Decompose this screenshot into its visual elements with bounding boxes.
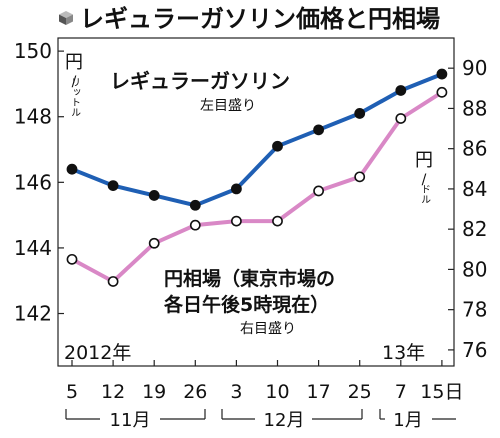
right-tick-label: 90 bbox=[462, 56, 487, 80]
x-tick-label: 19 bbox=[142, 381, 166, 403]
data-point bbox=[313, 185, 324, 197]
gasoline-series-label: レギュラーガソリン bbox=[110, 69, 290, 93]
left-axis: 142 144 146 148 150 bbox=[14, 39, 64, 326]
data-point bbox=[313, 124, 324, 136]
x-tick-label: 15日 bbox=[420, 381, 463, 403]
right-tick-label: 84 bbox=[462, 177, 487, 201]
left-axis-unit: 円 / リットル bbox=[65, 52, 83, 117]
data-point bbox=[148, 237, 160, 249]
left-tick-label: 150 bbox=[14, 39, 52, 63]
x-tick-label: 7 bbox=[395, 381, 407, 403]
data-point bbox=[189, 199, 201, 211]
right-axis-unit: 円 / ドル bbox=[415, 150, 433, 204]
x-tick-label: 26 bbox=[183, 381, 207, 403]
x-axis: 5 12 19 26 3 10 17 25 7 15日 bbox=[66, 360, 463, 403]
right-tick-label: 80 bbox=[462, 257, 487, 281]
data-point bbox=[354, 108, 366, 119]
x-tick-label: 12 bbox=[101, 381, 125, 403]
plot-frame bbox=[57, 37, 455, 367]
right-unit-yen: 円 bbox=[415, 150, 433, 171]
month-label-nov: 11月 bbox=[110, 410, 151, 431]
left-unit-slash: / bbox=[72, 74, 77, 90]
data-point bbox=[107, 276, 119, 287]
x-tick-label: 3 bbox=[230, 381, 242, 403]
right-tick-label: 82 bbox=[462, 217, 487, 241]
month-brackets bbox=[65, 409, 456, 420]
right-unit-dollar: ドル bbox=[419, 184, 431, 204]
right-tick-label: 86 bbox=[462, 137, 487, 161]
right-axis: 76 78 80 82 84 86 88 90 bbox=[448, 56, 487, 362]
left-tick-label: 144 bbox=[14, 236, 52, 260]
data-point bbox=[189, 219, 201, 231]
data-point bbox=[272, 140, 283, 152]
gasoline-series-points bbox=[66, 68, 448, 211]
yen-rate-series-points bbox=[66, 86, 448, 287]
data-point bbox=[66, 253, 78, 265]
right-tick-label: 88 bbox=[462, 96, 487, 120]
x-tick-label: 25 bbox=[348, 381, 372, 403]
data-point bbox=[230, 215, 242, 227]
data-point bbox=[354, 171, 366, 183]
data-point bbox=[436, 68, 448, 80]
data-point bbox=[395, 85, 407, 96]
yen-rate-series-label-line2: 各日午後5時現在） bbox=[163, 293, 329, 316]
right-unit-slash: / bbox=[422, 172, 427, 188]
data-point bbox=[66, 163, 78, 175]
chart-title: レギュラーガソリン価格と円相場 bbox=[80, 5, 440, 33]
data-point bbox=[395, 113, 407, 124]
yen-rate-label-bg bbox=[162, 258, 398, 324]
gasoline-series-line bbox=[71, 72, 443, 208]
data-point bbox=[272, 215, 283, 227]
left-tick-label: 148 bbox=[14, 105, 52, 129]
month-label-jan: 1月 bbox=[393, 410, 422, 431]
yen-rate-axis-note: 右目盛り bbox=[240, 321, 296, 337]
data-point bbox=[148, 190, 160, 201]
right-tick-label: 78 bbox=[462, 298, 487, 322]
right-tick-label: 76 bbox=[462, 338, 487, 362]
left-tick-label: 146 bbox=[14, 170, 52, 194]
month-label-dec: 12月 bbox=[264, 410, 305, 431]
year-label-13: 13年 bbox=[382, 342, 425, 364]
left-unit-liter: リットル bbox=[69, 77, 81, 117]
x-tick-label: 17 bbox=[307, 381, 331, 403]
data-point bbox=[436, 86, 448, 98]
left-tick-label: 142 bbox=[14, 302, 52, 326]
left-unit-yen: 円 bbox=[65, 52, 83, 73]
x-tick-label: 10 bbox=[265, 381, 289, 403]
cube-icon bbox=[59, 11, 73, 25]
gasoline-axis-note: 左目盛り bbox=[200, 98, 256, 114]
year-label-2012: 2012年 bbox=[64, 342, 131, 364]
data-point bbox=[230, 183, 242, 195]
gasoline-label-bg bbox=[106, 63, 321, 96]
data-point bbox=[107, 180, 119, 191]
yen-rate-series-label-line1: 円相場（東京市場の bbox=[164, 267, 335, 290]
yen-rate-series-line bbox=[71, 90, 443, 284]
x-tick-label: 5 bbox=[66, 381, 78, 403]
